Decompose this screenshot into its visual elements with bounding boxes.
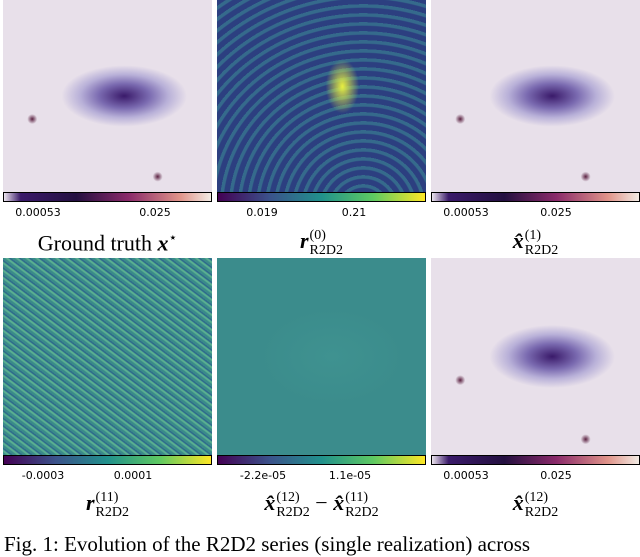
colorbar bbox=[217, 192, 426, 202]
label-sub: R2D2 bbox=[95, 505, 129, 520]
label-symbol: x bbox=[157, 230, 169, 256]
colorbar bbox=[3, 192, 212, 202]
label-sub: R2D2 bbox=[524, 505, 559, 520]
colorbar-tick: 0.00053 bbox=[443, 206, 489, 219]
image bbox=[217, 258, 426, 455]
label-symbol: x̂ bbox=[264, 490, 276, 516]
colorbar-tick: 1.1e-05 bbox=[328, 469, 372, 482]
panel-label: r (0) R2D2 bbox=[217, 228, 426, 258]
label-sub: R2D2 bbox=[276, 505, 310, 520]
label-sub: R2D2 bbox=[524, 243, 559, 258]
label-sup: (12) bbox=[524, 490, 549, 505]
label-symbol: x̂ bbox=[333, 490, 345, 516]
label-sup: (1) bbox=[524, 228, 542, 243]
image bbox=[3, 0, 212, 192]
colorbar bbox=[431, 192, 640, 202]
panel-label: x̂ (12) R2D2 − x̂ (11) R2D2 bbox=[217, 490, 426, 520]
label-sup: (11) bbox=[345, 490, 369, 505]
label-symbol: r bbox=[85, 490, 95, 516]
image bbox=[431, 0, 640, 192]
image bbox=[217, 0, 426, 192]
label-sup: ⋆ bbox=[168, 231, 178, 246]
label-operator: − bbox=[315, 490, 328, 516]
label-text: Ground truth bbox=[37, 230, 152, 256]
label-sup: (11) bbox=[95, 490, 119, 505]
colorbar-tick: 0.0001 bbox=[113, 469, 153, 482]
figure-caption: Fig. 1: Evolution of the R2D2 series (si… bbox=[4, 532, 531, 556]
image bbox=[431, 258, 640, 455]
label-sup: (12) bbox=[276, 490, 300, 505]
colorbar-tick: 0.025 bbox=[139, 206, 171, 219]
panel-label: Ground truth x⋆ bbox=[3, 230, 212, 256]
label-symbol: x̂ bbox=[512, 490, 524, 516]
label-symbol: r bbox=[299, 228, 309, 254]
colorbar-tick: 0.025 bbox=[540, 206, 572, 219]
colorbar-tick: 0.019 bbox=[246, 206, 278, 219]
label-sub: R2D2 bbox=[309, 243, 343, 258]
colorbar-tick: -0.0003 bbox=[21, 469, 65, 482]
colorbar-tick: 0.00053 bbox=[15, 206, 61, 219]
colorbar bbox=[3, 455, 212, 465]
colorbar bbox=[217, 455, 426, 465]
label-symbol: x̂ bbox=[512, 228, 524, 254]
colorbar-tick: -2.2e-05 bbox=[239, 469, 287, 482]
panel-label: r (11) R2D2 bbox=[3, 490, 212, 520]
panel-label: x̂ (1) R2D2 bbox=[431, 228, 640, 258]
colorbar-tick: 0.21 bbox=[341, 206, 367, 219]
label-sup: (0) bbox=[309, 228, 326, 243]
image bbox=[3, 258, 212, 455]
colorbar-tick: 0.00053 bbox=[443, 469, 489, 482]
colorbar-tick: 0.025 bbox=[540, 469, 572, 482]
label-sub: R2D2 bbox=[345, 505, 379, 520]
colorbar bbox=[431, 455, 640, 465]
panel-label: x̂ (12) R2D2 bbox=[431, 490, 640, 520]
